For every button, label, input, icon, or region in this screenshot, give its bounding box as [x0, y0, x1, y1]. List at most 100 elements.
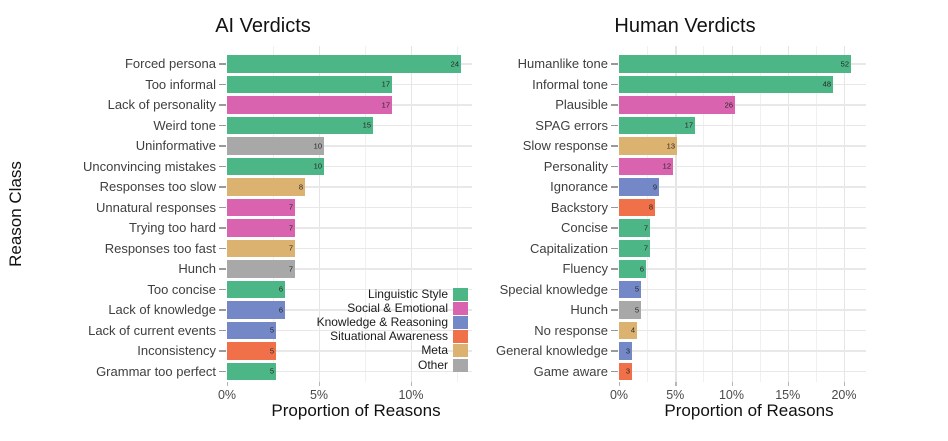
category-label: Slow response	[522, 138, 608, 153]
category-label: Grammar too perfect	[96, 363, 216, 379]
bar-value-label: 17	[684, 120, 693, 130]
category-label: Humanlike tone	[517, 56, 608, 71]
gridline-h	[619, 309, 866, 311]
y-tick-mark	[611, 288, 618, 291]
category-label: Lack of knowledge	[108, 302, 216, 317]
legend-swatch	[453, 330, 468, 344]
bar: 5	[227, 342, 276, 360]
category-label: Weird tone	[153, 117, 216, 133]
y-tick-mark	[219, 268, 226, 270]
category-label: Trying too hard	[129, 220, 216, 235]
bar-value-label: 26	[724, 100, 733, 110]
bar: 6	[619, 260, 646, 278]
category-label: General knowledge	[495, 343, 608, 358]
gridline-major-v	[411, 46, 413, 382]
y-tick-mark	[219, 124, 226, 127]
category-label: Lack of current events	[88, 322, 216, 338]
y-tick-mark	[611, 104, 618, 106]
category-label: Unnatural responses	[96, 199, 216, 215]
bar-value-label: 7	[288, 202, 293, 212]
bar-value-label: 7	[288, 223, 293, 233]
bar: 9	[619, 178, 659, 196]
bar: 7	[227, 260, 295, 278]
gridline-h	[227, 247, 472, 250]
bar: 13	[619, 137, 677, 155]
bar-value-label: 12	[662, 161, 671, 171]
y-tick-mark	[611, 309, 618, 311]
bar: 10	[227, 137, 324, 155]
bar: 3	[619, 342, 632, 360]
gridline-h	[619, 350, 866, 352]
gridline-h	[619, 124, 866, 127]
category-label: Responses too fast	[104, 240, 216, 256]
bar-value-label: 7	[288, 243, 293, 253]
gridline-major-v	[844, 46, 846, 382]
y-tick-mark	[611, 165, 618, 168]
legend-swatch	[453, 358, 468, 372]
bar: 5	[227, 362, 276, 381]
bar-value-label: 10	[313, 161, 322, 171]
bar-value-label: 5	[269, 346, 274, 356]
x-tick-mark	[411, 382, 413, 386]
bar-value-label: 9	[652, 182, 657, 192]
bar: 5	[619, 280, 641, 299]
gridline-h	[619, 165, 866, 168]
category-label: Personality	[543, 158, 608, 174]
legend-swatch	[453, 344, 468, 358]
x-tick-label: 0%	[609, 388, 629, 402]
bar-value-label: 7	[643, 223, 648, 233]
y-tick-mark	[611, 124, 618, 127]
y-tick-mark	[219, 227, 226, 229]
x-tick-label: 5%	[309, 388, 329, 402]
bar-value-label: 48	[822, 79, 831, 89]
bar-value-label: 5	[269, 325, 274, 335]
bar: 6	[227, 280, 285, 299]
bar-value-label: 52	[840, 59, 849, 69]
category-label: Unconvincing mistakes	[83, 158, 216, 174]
gridline-minor-v	[815, 46, 817, 382]
category-label: Capitalization	[529, 240, 608, 256]
gridline-h	[227, 227, 472, 229]
panel-title-human-verdicts: Human Verdicts	[614, 15, 756, 37]
bar-value-label: 13	[666, 141, 675, 151]
gridline-h	[227, 309, 472, 311]
legend-label: Knowledge & Reasoning	[316, 314, 448, 329]
x-tick-mark	[319, 382, 321, 386]
bar: 5	[619, 301, 641, 319]
bar-value-label: 4	[630, 325, 635, 335]
gridline-h	[619, 247, 866, 250]
legend-label: Meta	[421, 343, 448, 358]
gridline-h	[227, 288, 472, 291]
bar-value-label: 15	[362, 120, 371, 130]
bar-value-label: 17	[381, 100, 390, 110]
bar-value-label: 5	[634, 305, 639, 315]
bar-value-label: 5	[634, 284, 639, 294]
bar: 7	[619, 219, 650, 237]
y-tick-mark	[611, 186, 618, 188]
bar-value-label: 24	[450, 59, 459, 69]
gridline-h	[619, 288, 866, 291]
gridline-h	[619, 329, 866, 332]
bar-value-label: 17	[381, 79, 390, 89]
y-tick-mark	[219, 145, 226, 147]
gridline-h	[619, 186, 866, 188]
x-tick-mark	[227, 382, 229, 386]
y-tick-mark	[219, 288, 226, 291]
x-tick-label: 15%	[775, 388, 801, 402]
category-label: Backstory	[550, 199, 608, 215]
bar-value-label: 3	[625, 346, 630, 356]
x-tick-mark	[619, 382, 621, 386]
y-tick-mark	[611, 350, 618, 352]
bar-value-label: 10	[313, 141, 322, 151]
bar: 7	[227, 239, 295, 258]
x-tick-mark	[675, 382, 677, 386]
gridline-minor-v	[365, 46, 366, 382]
category-label: Special knowledge	[499, 281, 608, 297]
bar-value-label: 5	[269, 366, 274, 376]
bar-value-label: 6	[278, 284, 283, 294]
category-label: Hunch	[178, 261, 216, 276]
category-label: SPAG errors	[535, 117, 608, 133]
gridline-h	[619, 370, 866, 373]
gridline-h	[227, 186, 472, 188]
